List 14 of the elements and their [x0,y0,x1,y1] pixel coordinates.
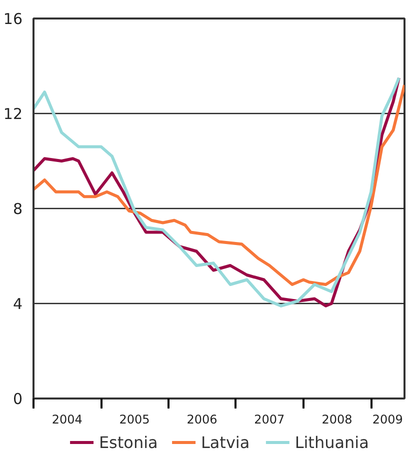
legend-label: Estonia [98,433,158,452]
y-tick-label: 16 [3,10,23,28]
y-tick-label: 12 [3,105,23,123]
x-tick-label: 2008 [322,412,352,426]
x-tick-label: 2009 [372,412,403,426]
y-tick-label: 8 [12,200,23,218]
legend-label: Latvia [200,433,250,452]
y-tick-label: 4 [12,295,23,313]
x-tick-label: 2007 [254,412,285,426]
x-tick-label: 2006 [186,412,218,426]
legend-label: Lithuania [294,433,369,452]
y-tick-label: 0 [12,390,23,408]
x-tick-label: 2004 [52,412,82,426]
x-tick-label: 2005 [119,412,150,426]
